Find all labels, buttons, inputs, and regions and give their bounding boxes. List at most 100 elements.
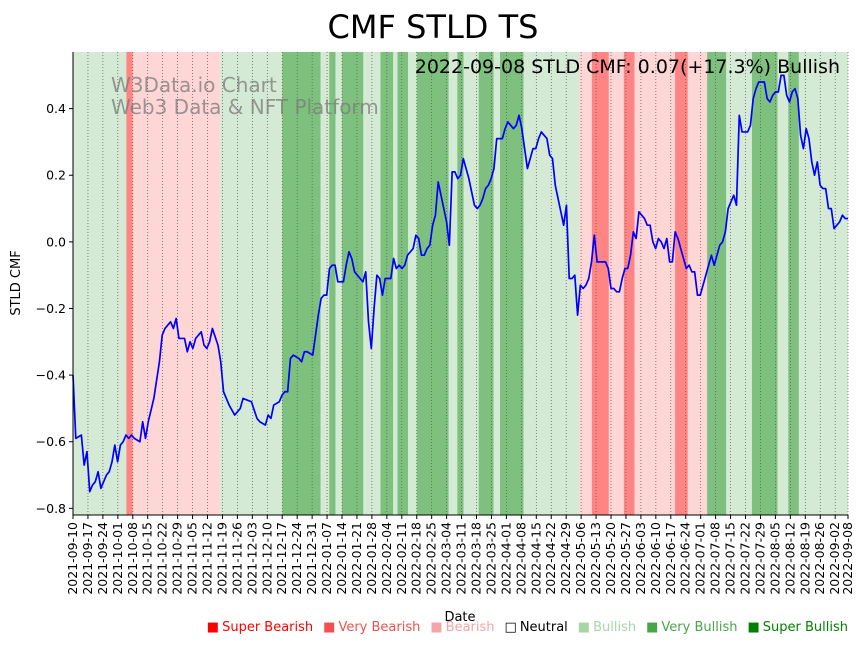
regime-band-very-bearish [126,52,133,515]
x-tick-label: 2021-09-17 [80,522,95,595]
x-tick-label: 2022-03-18 [469,522,484,595]
legend-swatch-icon: ■ [646,620,659,635]
x-tick-label: 2022-05-13 [588,522,603,595]
regime-band-very-bullish [397,52,409,515]
x-tick-label: 2022-06-17 [663,522,678,595]
x-tick-label: 2021-10-01 [110,522,125,595]
regime-band-bearish [687,52,708,515]
y-tick-label: −0.4 [36,368,66,383]
x-tick-label: 2022-03-04 [439,522,454,595]
x-tick-label: 2022-04-29 [558,522,573,595]
watermark-line1: W3Data.io Chart [111,73,277,97]
regime-band-very-bullish [707,52,727,515]
regime-band-bearish [578,52,592,515]
x-tick-label: 2021-12-24 [289,522,304,595]
x-tick-label: 2022-08-26 [812,522,827,595]
regime-band-bearish [634,52,676,515]
legend-swatch-icon: ■ [206,620,220,635]
regime-band-very-bullish [329,52,336,515]
x-tick-label: 2022-02-18 [409,522,424,595]
x-tick-label: 2022-07-01 [693,522,708,595]
regime-band-very-bullish [478,52,494,515]
x-tick-label: 2022-06-24 [678,522,693,595]
regime-band-bullish [320,52,330,515]
x-tick-label: 2022-04-08 [513,522,528,595]
x-axis-label: Date [444,610,475,625]
regime-band-bullish [448,52,458,515]
x-tick-label: 2022-07-08 [708,522,723,595]
regime-band-very-bearish [675,52,688,515]
x-tick-label: 2022-01-14 [334,522,349,595]
x-tick-label: 2021-09-10 [65,522,80,595]
legend-label: Very Bullish [661,620,738,635]
legend-swatch-icon: ■ [430,620,443,635]
regime-band-very-bearish [591,52,609,515]
x-tick-label: 2022-07-29 [752,522,767,595]
y-tick-label: 0.2 [46,168,66,183]
x-tick-label: 2022-05-20 [603,522,618,595]
x-tick-label: 2022-09-08 [840,522,855,595]
x-tick-label: 2021-09-24 [95,522,110,595]
x-tick-label: 2021-12-31 [304,522,319,595]
regime-band-very-bullish [457,52,464,515]
x-tick-label: 2022-03-25 [483,522,498,595]
series-layer [72,74,848,493]
x-tick-label: 2022-04-15 [528,522,543,595]
chart-title: CMF STLD TS [328,8,539,46]
x-tick-label: 2022-03-11 [454,522,469,595]
x-tick-label: 2022-01-21 [349,522,364,595]
legend-swatch-icon: ■ [323,620,336,635]
x-tick-label: 2021-10-22 [155,522,170,595]
regime-bands [73,52,848,515]
axes: 2021-09-10 2021-09-17 2021-09-24 2021-10-01… [36,52,855,595]
vertical-gridlines [72,52,849,515]
regime-band-bullish [393,52,398,515]
legend-item: □ Neutral [505,620,568,635]
regime-band-very-bullish [499,52,524,515]
y-tick-label: −0.6 [36,434,66,449]
x-tick-label: 2022-05-06 [573,522,588,595]
latest-value-annotation: 2022-09-08 STLD CMF: 0.07(+17.3%) Bullis… [415,56,840,78]
regime-band-bullish [335,52,343,515]
x-tick-label: 2021-12-10 [259,522,274,595]
legend-label: Bullish [593,620,637,635]
legend-item: ■ Super Bullish [747,620,848,635]
x-tick-label: 2021-12-03 [244,522,259,595]
legend-label: Bearish [445,620,495,635]
x-tick-label: 2021-11-19 [214,522,229,595]
regime-band-bullish [493,52,500,515]
regime-band-bearish [132,52,221,515]
x-tick-label: 2022-08-05 [767,522,782,595]
legend-swatch-icon: ■ [747,620,760,635]
x-tick-label: 2021-12-17 [274,522,289,595]
regime-band-bullish [408,52,417,515]
legend: ■ Super Bearish ■ Very Bearish ■ Bearish □ Neut… [197,620,848,635]
x-tick-label: 2022-02-04 [379,522,394,595]
legend-swatch-icon: □ [504,620,517,635]
regime-band-bullish [220,52,283,515]
x-tick-label: 2021-10-15 [140,522,155,595]
legend-label: Neutral [519,620,568,635]
regime-band-very-bullish [282,52,321,515]
x-tick-label: 2021-11-12 [200,522,215,595]
regime-band-bullish [463,52,479,515]
legend-swatch-icon: ■ [577,620,591,635]
y-tick-label: −0.2 [36,301,66,316]
regime-band-very-bullish [788,52,799,515]
x-tick-label: 2021-11-26 [229,522,244,595]
x-tick-label: 2022-02-11 [394,522,409,595]
x-tick-label: 2022-02-25 [424,522,439,595]
legend-label: Super Bullish [762,620,848,635]
regime-band-bullish [73,52,127,515]
regime-band-very-bullish [416,52,449,515]
regime-band-very-bearish [623,52,635,515]
legend-item: ■ Very Bullish [646,620,737,635]
x-tick-label: 2022-08-19 [797,522,812,595]
x-tick-label: 2022-07-22 [738,522,753,595]
x-tick-label: 2022-06-10 [648,522,663,595]
x-tick-label: 2022-09-02 [827,522,842,595]
y-tick-label: 0.0 [46,234,66,249]
x-tick-label: 2022-07-15 [723,522,738,595]
x-tick-label: 2022-05-27 [618,522,633,595]
legend-label: Very Bearish [338,620,421,635]
